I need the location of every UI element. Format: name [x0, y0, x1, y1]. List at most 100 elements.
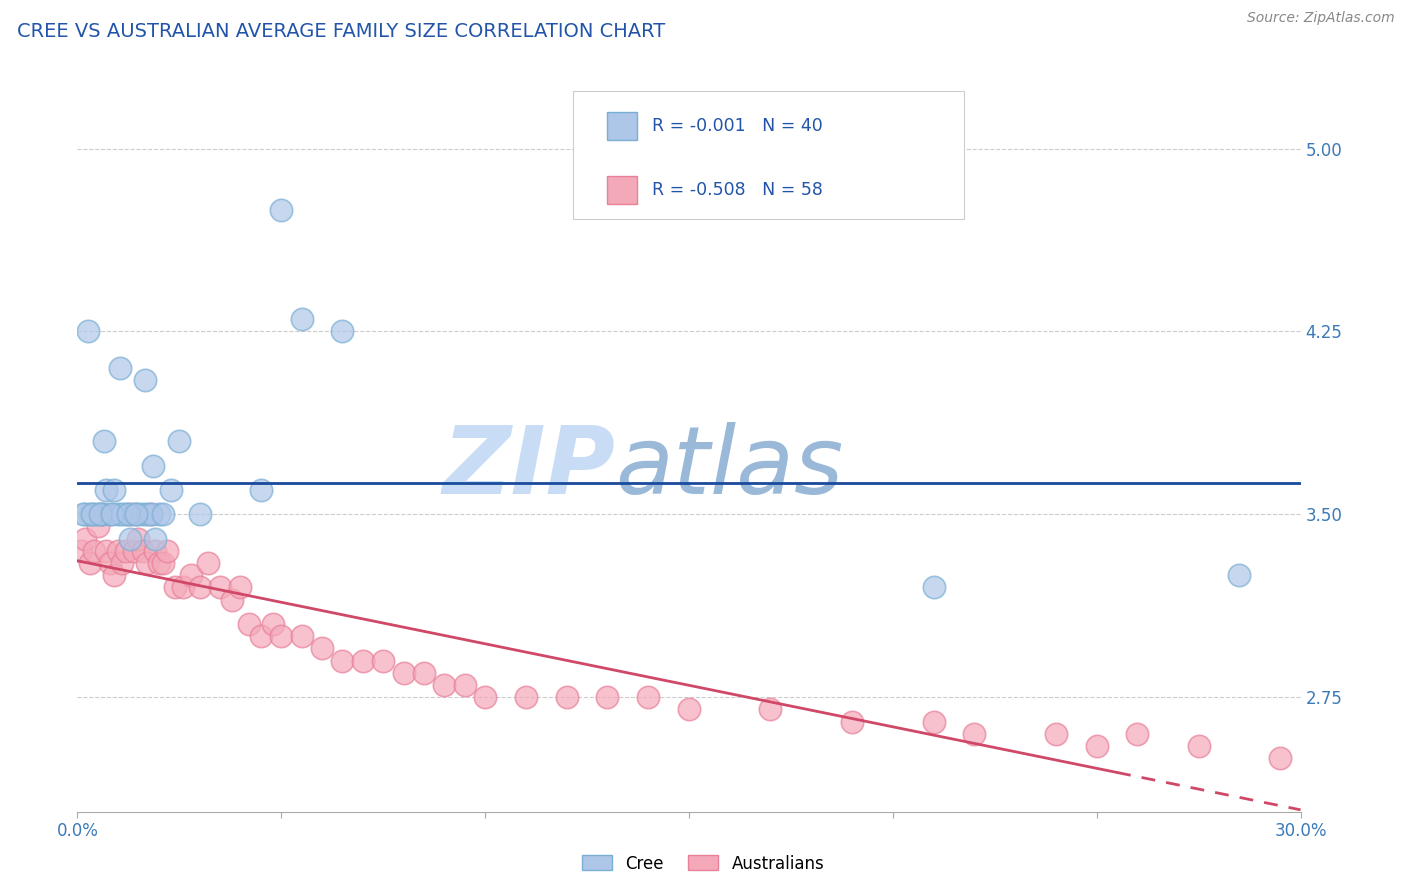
- Point: [474, 690, 496, 705]
- Point: [165, 581, 187, 595]
- Point: [117, 508, 139, 522]
- Text: ZIP: ZIP: [443, 422, 616, 514]
- Point: [90, 508, 112, 522]
- Point: [1085, 739, 1108, 753]
- Point: [134, 373, 156, 387]
- Point: [229, 581, 252, 595]
- Point: [352, 654, 374, 668]
- Point: [156, 544, 179, 558]
- FancyBboxPatch shape: [572, 91, 965, 219]
- Point: [80, 508, 103, 522]
- Point: [98, 508, 121, 522]
- Point: [143, 544, 166, 558]
- Legend: Cree, Australians: Cree, Australians: [575, 848, 831, 880]
- Point: [160, 483, 183, 497]
- Point: [139, 508, 162, 522]
- Point: [270, 629, 292, 643]
- Point: [83, 508, 105, 522]
- Point: [79, 508, 101, 522]
- Point: [72, 508, 94, 522]
- Point: [596, 690, 619, 705]
- Point: [1229, 568, 1251, 582]
- Point: [103, 483, 125, 497]
- Point: [70, 544, 93, 558]
- Point: [90, 508, 112, 522]
- Point: [922, 714, 945, 729]
- Point: [371, 654, 394, 668]
- Point: [75, 508, 97, 522]
- Point: [413, 665, 436, 680]
- Text: R = -0.508   N = 58: R = -0.508 N = 58: [652, 181, 823, 199]
- Point: [94, 544, 117, 558]
- Point: [311, 641, 333, 656]
- Point: [120, 508, 142, 522]
- Point: [250, 483, 273, 497]
- Point: [1188, 739, 1211, 753]
- Point: [115, 544, 138, 558]
- Point: [76, 325, 98, 339]
- Point: [433, 678, 456, 692]
- Point: [169, 434, 191, 449]
- FancyBboxPatch shape: [607, 112, 637, 140]
- Point: [188, 581, 211, 595]
- Point: [555, 690, 578, 705]
- Text: Source: ZipAtlas.com: Source: ZipAtlas.com: [1247, 11, 1395, 25]
- Point: [131, 508, 153, 522]
- FancyBboxPatch shape: [607, 176, 637, 204]
- Point: [678, 702, 700, 716]
- Point: [120, 532, 142, 546]
- Point: [209, 581, 232, 595]
- Point: [1126, 727, 1149, 741]
- Point: [125, 508, 148, 522]
- Point: [103, 568, 125, 582]
- Point: [131, 544, 153, 558]
- Point: [1045, 727, 1067, 741]
- Point: [128, 532, 150, 546]
- Point: [180, 568, 202, 582]
- Point: [79, 556, 101, 570]
- Point: [963, 727, 986, 741]
- Point: [172, 581, 194, 595]
- Point: [197, 556, 219, 570]
- Point: [89, 508, 111, 522]
- Point: [143, 532, 166, 546]
- Point: [759, 702, 782, 716]
- Point: [139, 508, 162, 522]
- Point: [124, 508, 146, 522]
- Point: [87, 519, 110, 533]
- Point: [111, 556, 134, 570]
- Point: [75, 532, 97, 546]
- Point: [108, 361, 131, 376]
- Point: [124, 544, 146, 558]
- Point: [148, 556, 170, 570]
- Point: [270, 202, 292, 217]
- Point: [454, 678, 477, 692]
- Point: [291, 312, 314, 326]
- Point: [101, 508, 124, 522]
- Text: atlas: atlas: [616, 423, 844, 514]
- Point: [1270, 751, 1292, 765]
- Text: R = -0.001   N = 40: R = -0.001 N = 40: [652, 118, 823, 136]
- Point: [922, 581, 945, 595]
- Point: [148, 508, 170, 522]
- Point: [238, 617, 260, 632]
- Point: [152, 508, 174, 522]
- Text: CREE VS AUSTRALIAN AVERAGE FAMILY SIZE CORRELATION CHART: CREE VS AUSTRALIAN AVERAGE FAMILY SIZE C…: [17, 22, 665, 41]
- Point: [332, 325, 354, 339]
- Point: [94, 483, 117, 497]
- Point: [98, 556, 121, 570]
- Point: [107, 508, 129, 522]
- Point: [291, 629, 314, 643]
- Point: [128, 508, 150, 522]
- Point: [221, 592, 243, 607]
- Point: [250, 629, 273, 643]
- Point: [135, 508, 157, 522]
- Point: [142, 458, 165, 473]
- Point: [841, 714, 863, 729]
- Point: [152, 556, 174, 570]
- Point: [515, 690, 537, 705]
- Point: [392, 665, 415, 680]
- Point: [332, 654, 354, 668]
- Point: [93, 434, 115, 449]
- Point: [262, 617, 284, 632]
